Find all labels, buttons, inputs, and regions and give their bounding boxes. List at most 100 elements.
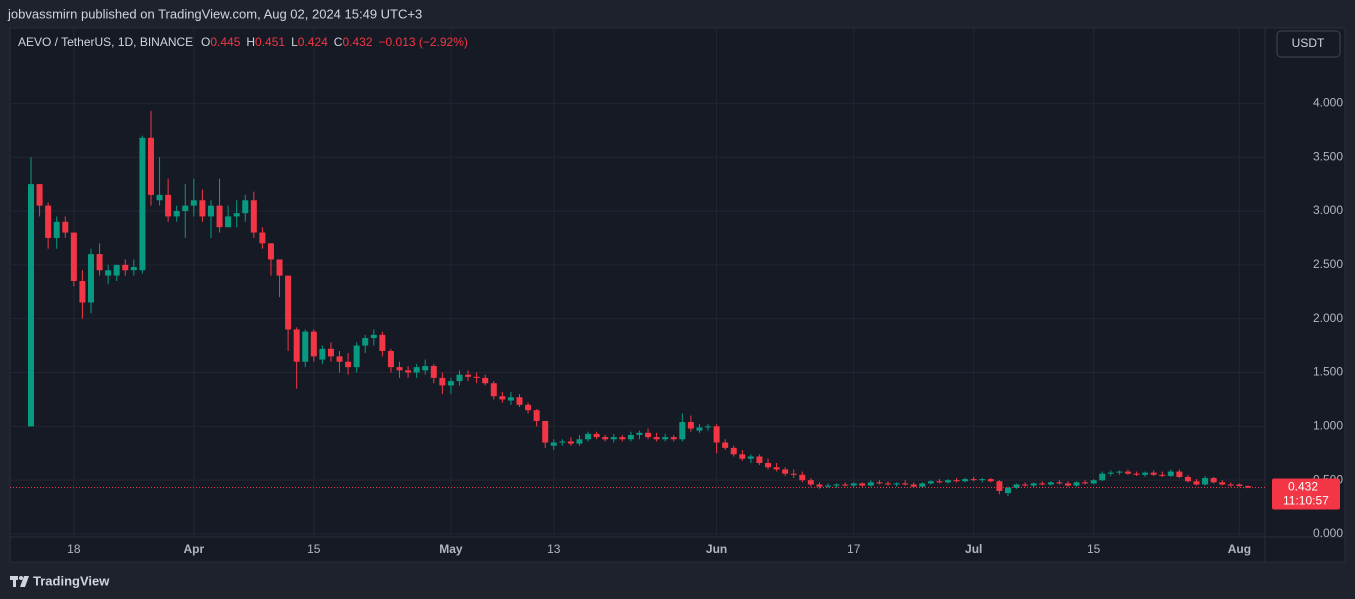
x-tick-label: 18 [67,542,81,556]
candle-body [267,243,274,260]
candle-body [1184,476,1191,482]
candle-body [345,361,352,368]
candle-body [1107,472,1114,474]
candle-body [850,483,857,486]
candle-body [336,356,343,362]
candle-body [987,479,994,482]
candle-body [859,483,866,486]
x-tick-label: 17 [847,542,861,556]
candle-body [302,331,309,362]
candle-body [585,433,592,440]
last-price-tag [1272,478,1340,510]
candle-body [1056,482,1063,484]
candle-body [893,483,900,485]
candle-body [156,194,163,201]
candle-body [353,345,360,368]
candle-body [165,194,172,217]
candle-body [1202,478,1209,485]
last-price-label: 0.432 [1288,480,1318,494]
x-tick-label: 13 [547,542,561,556]
x-tick-label: Jul [965,542,982,556]
candle-body [507,397,514,401]
candle-body [533,410,540,421]
y-tick-label: 3.500 [1313,149,1343,163]
candle-body [36,184,43,206]
candle-body [430,366,437,378]
logo-shape [13,576,16,587]
candle-body [1039,483,1046,485]
candle-body [53,221,60,238]
candle-body [490,383,497,397]
candle-body [1219,482,1226,485]
candle-body [70,232,77,282]
candle-body [696,427,703,431]
candle-body [362,338,369,346]
chart-pane [9,27,1346,563]
candle-body [499,396,506,400]
candle-body [293,329,300,362]
candle-body [370,334,377,339]
candle-body [413,367,420,373]
candle-body [105,270,112,276]
candle-body [919,483,926,487]
legend-label: H [246,35,255,49]
candle-body [1082,482,1089,484]
candle-body [199,200,206,217]
logo-shape [19,576,23,580]
candle-body [422,366,429,371]
legend-value: 0.451 [255,35,285,49]
candle-body [465,374,472,377]
candle-body [970,479,977,481]
y-tick-label: 4.000 [1313,96,1343,110]
candle-body [456,374,463,382]
candle-body [1167,471,1174,476]
candle-body [705,426,712,428]
candle-body [482,377,489,384]
candle-body [662,437,669,440]
candle-body [225,216,232,228]
candle-body [1013,484,1020,488]
candle-body [1210,478,1217,483]
y-tick-label: 2.500 [1313,257,1343,271]
candle-body [1004,487,1011,494]
candle-body [233,213,240,217]
candle-body [867,482,874,486]
candle-body [182,205,189,212]
candle-body [765,462,772,468]
candle-body [636,432,643,435]
candle-body [645,432,652,438]
legend-label: O [201,35,210,49]
candle-body [405,370,412,373]
candle-body [1236,484,1243,487]
candle-body [139,137,146,271]
legend-value: 0.445 [210,35,240,49]
candle-body [996,481,1003,491]
candle-body [576,439,583,444]
candle-body [1124,471,1131,474]
logo-shape [20,576,29,587]
candle-body [773,467,780,470]
candle-body [387,350,394,368]
candle-body [790,473,797,475]
candle-body [1073,482,1080,486]
candle-body [602,437,609,440]
candle-body [1150,472,1157,475]
legend-label: L [291,35,298,49]
candle-body [944,480,951,483]
y-tick-label: 1.500 [1313,365,1343,379]
candle-body [885,483,891,485]
currency-button[interactable] [1276,30,1341,58]
candle-body [816,484,823,487]
candle-body [147,137,154,195]
candle-body [113,264,120,276]
candle-body [122,264,129,271]
ohlc-values: O0.445 H0.451 L0.424 C0.432 −0.013 (−2.92%) [201,35,468,49]
x-tick-label: Apr [183,542,204,556]
countdown: 11:10:57 [1283,494,1329,508]
candle-body [747,456,754,459]
currency-button-label[interactable]: USDT [1292,36,1325,50]
candle-body [1116,471,1123,473]
candle-body [45,205,52,238]
candle-body [627,434,634,440]
